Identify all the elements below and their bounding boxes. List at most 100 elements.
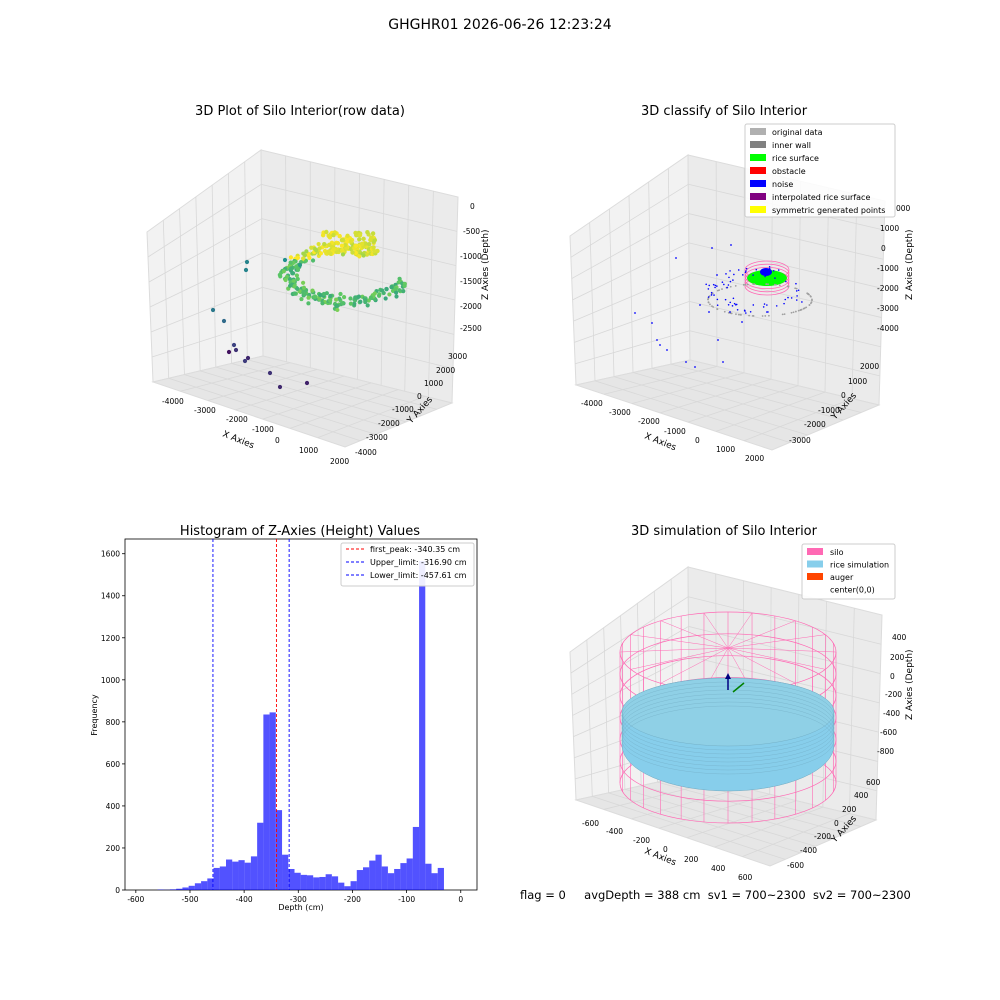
noise-point xyxy=(716,285,718,287)
noise-point xyxy=(708,311,710,313)
grid-line xyxy=(851,194,858,399)
legend-swatch xyxy=(750,206,766,213)
grid-line xyxy=(184,374,376,435)
original-point xyxy=(752,283,755,286)
original-point xyxy=(742,283,745,286)
y-tick: -3000 xyxy=(789,436,811,445)
raw-point xyxy=(317,297,322,302)
silo-roof-line xyxy=(727,634,826,649)
raw-point xyxy=(393,286,398,291)
raw-point xyxy=(363,299,368,305)
noise-point xyxy=(736,308,739,311)
histogram-bar xyxy=(412,826,420,890)
original-point xyxy=(765,283,768,286)
legend-swatch xyxy=(750,193,766,200)
y-tick: -3000 xyxy=(366,433,388,442)
y-tick-label: 1000 xyxy=(101,676,120,685)
y-tick: -2000 xyxy=(804,420,826,429)
grid-line xyxy=(667,168,672,365)
silo-roof-line xyxy=(727,620,796,649)
original-point xyxy=(734,284,737,287)
grid-line xyxy=(571,213,689,279)
x-tick: 0 xyxy=(695,436,700,445)
raw-point xyxy=(372,248,377,254)
grid-line xyxy=(150,286,263,333)
raw-point xyxy=(366,241,372,247)
z-tick: 400 xyxy=(892,633,907,642)
flag-text: flag = 0 xyxy=(520,888,566,902)
z-axis-label: Z Axies (Depth) xyxy=(481,229,491,300)
x-tick: 0 xyxy=(275,436,280,445)
noise-point xyxy=(801,301,803,303)
raw-point xyxy=(309,245,314,250)
noise-point xyxy=(727,284,730,286)
raw-point xyxy=(363,241,368,246)
raw-point xyxy=(322,241,327,247)
noise-point xyxy=(725,273,727,275)
rice-mesh-line xyxy=(621,705,835,775)
raw-point xyxy=(365,229,370,235)
simulation-plot-title: 3D simulation of Silo Interior xyxy=(631,524,817,539)
noise-point xyxy=(795,282,797,285)
legend-swatch xyxy=(750,180,766,187)
histogram-bar xyxy=(300,874,307,890)
raw-point xyxy=(371,245,376,250)
noise-point xyxy=(659,344,661,346)
raw-point xyxy=(313,247,318,252)
raw-point xyxy=(352,301,357,306)
histogram-bar xyxy=(263,714,270,890)
legend-swatch xyxy=(807,573,823,580)
x-axis-label: Depth (cm) xyxy=(278,903,323,912)
histogram-bar xyxy=(425,863,432,890)
raw-point xyxy=(290,271,295,276)
legend-swatch xyxy=(807,560,823,568)
noise-point xyxy=(710,294,713,296)
noise-point xyxy=(732,297,735,300)
noise-point xyxy=(714,286,716,289)
histogram-bar xyxy=(250,856,258,890)
noise-point xyxy=(743,309,746,312)
grid-line xyxy=(631,787,744,820)
raw-point xyxy=(331,247,336,252)
grid-line xyxy=(180,362,291,392)
histogram-plot: -600 -500 -400 -300 -200 -100 0 0 200 400 600 800 10… xyxy=(90,538,478,912)
original-point xyxy=(767,283,769,286)
noise-point xyxy=(787,296,789,299)
raw-point xyxy=(369,235,374,240)
raw-point xyxy=(310,258,316,263)
noise-point xyxy=(766,311,768,313)
raw-point xyxy=(334,297,339,302)
grid-line xyxy=(235,375,345,411)
legend-swatch xyxy=(750,154,766,161)
noise-point xyxy=(765,268,767,271)
raw-point xyxy=(244,259,250,265)
noise-point xyxy=(656,339,658,341)
grid-line xyxy=(151,321,263,358)
histogram-bar xyxy=(400,863,407,890)
histogram-bar xyxy=(319,876,326,890)
noise-point xyxy=(685,361,687,363)
z-tick: -500 xyxy=(463,227,480,236)
grid-line xyxy=(613,376,808,436)
grid-line xyxy=(261,183,458,232)
raw-point xyxy=(267,370,273,376)
original-point xyxy=(790,311,793,314)
grid-line xyxy=(608,792,801,854)
classify-legend: original data inner wall rice surface obsta… xyxy=(744,123,896,218)
noise-point xyxy=(733,302,736,305)
grid-line xyxy=(824,187,830,393)
grid-line xyxy=(149,252,263,308)
raw-point xyxy=(301,285,307,290)
rice-mesh-line xyxy=(621,693,835,763)
noise-point xyxy=(755,268,758,271)
grid-line xyxy=(168,377,361,442)
grid-line xyxy=(631,372,745,404)
noise-point xyxy=(732,279,734,281)
x-tick: 400 xyxy=(711,864,726,873)
grid-line xyxy=(603,627,609,793)
x-tick: -3000 xyxy=(194,406,216,415)
raw-point xyxy=(324,229,329,235)
legend-swatch xyxy=(807,585,823,593)
raw-point xyxy=(292,283,297,289)
